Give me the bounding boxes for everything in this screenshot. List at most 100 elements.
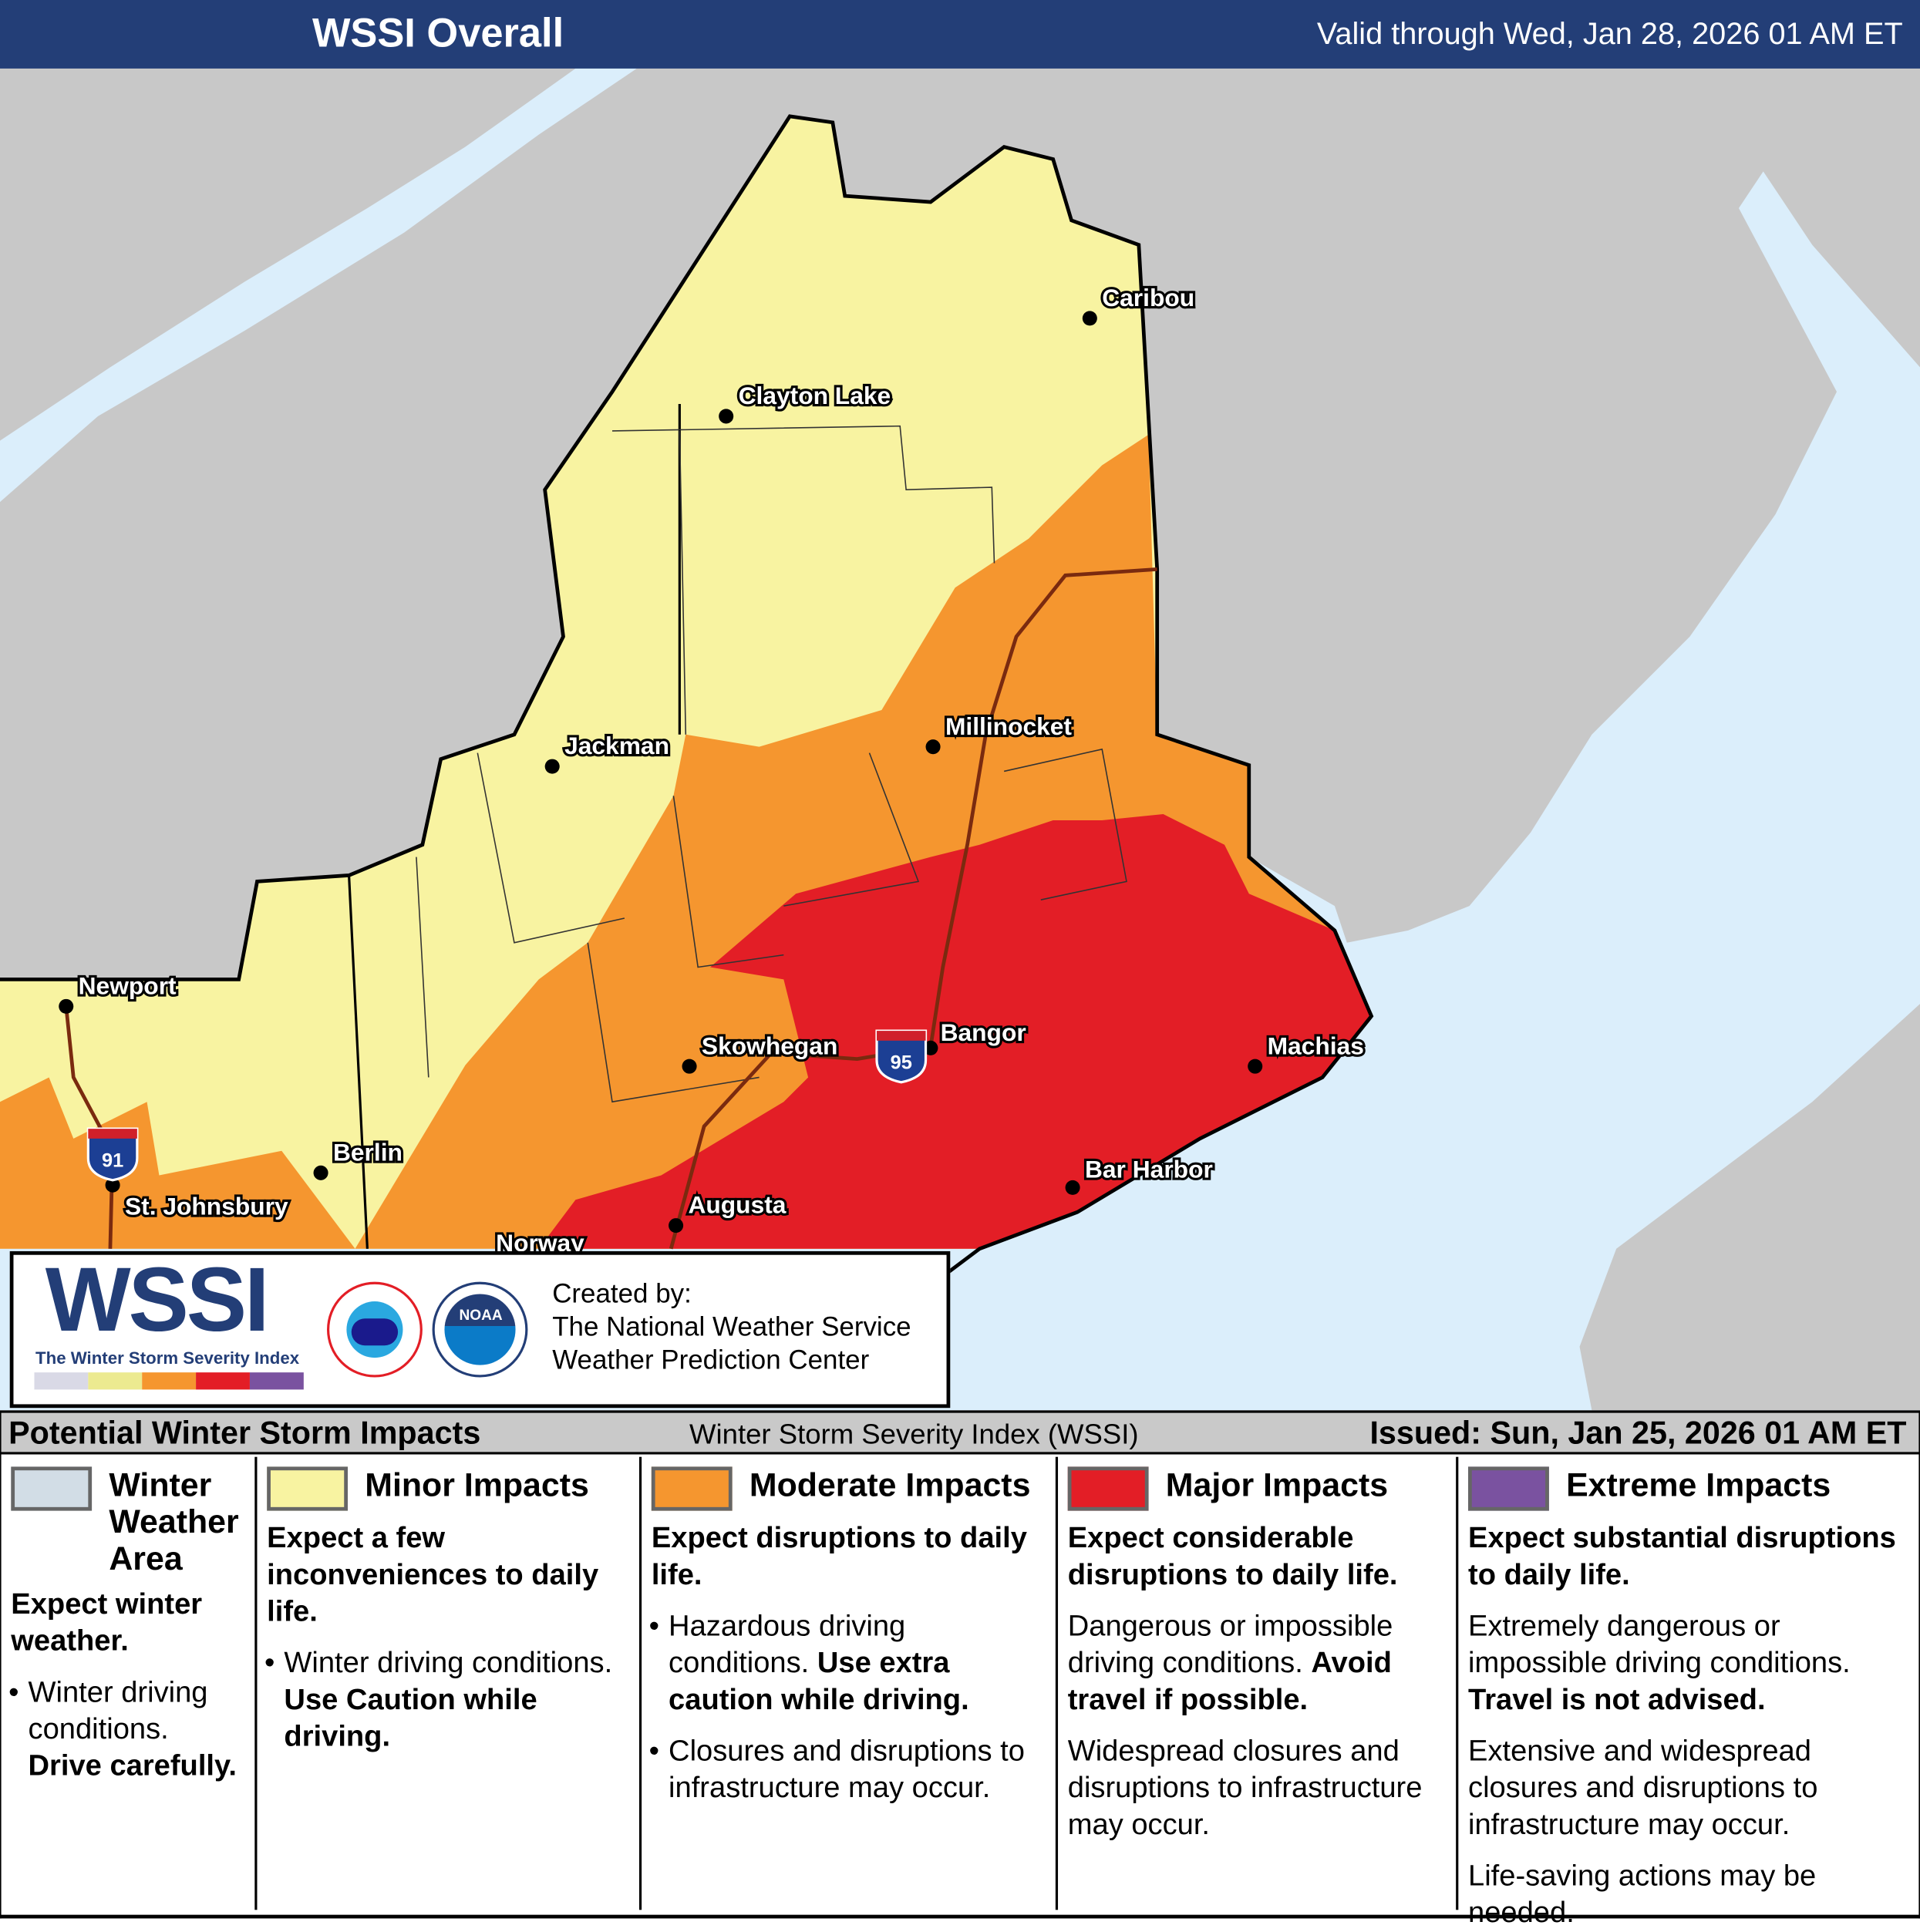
legend-column-major-impacts: Major Impacts Expect considerable disrupt… [1055, 1456, 1456, 1910]
valid-through: Valid through Wed, Jan 28, 2026 01 AM ET [1316, 17, 1903, 52]
city-dot [719, 409, 734, 424]
wssi-logo-subtitle: The Winter Storm Severity Index [35, 1348, 300, 1368]
legend-item-text: Travel is not advised. [1468, 1683, 1766, 1717]
legend-category-title: Moderate Impacts [749, 1466, 1031, 1504]
city-machias: Machias [1248, 1029, 1366, 1074]
city-label: Bangor [941, 1018, 1026, 1046]
legend-column-extreme-impacts: Extreme Impacts Expect substantial disrup… [1456, 1456, 1918, 1930]
legend-item: Widespread closures and disruptions to i… [1068, 1734, 1449, 1844]
city-st-johnsbury: St. Johnsbury [105, 1177, 291, 1222]
legend-item-text: Hazardous driving conditions. [669, 1610, 906, 1680]
legend-swatch [1468, 1466, 1549, 1511]
city-berlin: Berlin [313, 1136, 405, 1180]
city-clayton-lake: Clayton Lake [719, 379, 893, 424]
city-label: Berlin [333, 1138, 403, 1166]
legend-item: Extremely dangerous or impossible drivin… [1468, 1609, 1912, 1719]
legend-item-text: Winter driving conditions. [284, 1646, 613, 1680]
city-dot [544, 759, 560, 774]
city-label: Caribou [1102, 284, 1194, 311]
legend-item: Winter driving conditions. Drive careful… [8, 1675, 247, 1785]
legend-column-winter-weather-area: Winter Weather Area Expect winter weather… [2, 1457, 255, 1910]
map: Caribou Clayton Lake Jackman Millinocket New… [0, 68, 1920, 1411]
legend-item: Winter driving conditions. Use Caution w… [264, 1645, 632, 1755]
interstate-95-shield: 95 [875, 1029, 928, 1084]
legend-headline: Expect winter weather. [11, 1587, 203, 1658]
legend-item-text: Dangerous or impossible driving conditio… [1067, 1610, 1393, 1680]
legend-category-title: Major Impacts [1165, 1466, 1389, 1504]
city-dot [925, 739, 941, 755]
interstate-95-route [669, 567, 1157, 1250]
legend-item: Life-saving actions may be needed. [1468, 1859, 1912, 1932]
legend-item: Hazardous driving conditions. Use extra … [649, 1609, 1049, 1719]
city-newport: Newport [59, 969, 179, 1014]
county-lines [416, 425, 1127, 1103]
city-caribou: Caribou [1082, 281, 1197, 326]
city-dot [1082, 311, 1097, 326]
city-markers: Caribou Clayton Lake Jackman Millinocket New… [59, 281, 1366, 1259]
city-bar-harbor: Bar Harbor [1065, 1153, 1215, 1195]
legend-column-moderate-impacts: Moderate Impacts Expect disruptions to da… [638, 1456, 1056, 1910]
legend-index-name: Winter Storm Severity Index (WSSI) [689, 1417, 1139, 1450]
legend-headline: Expect substantial disruptions to daily … [1468, 1521, 1896, 1592]
legend-item-text: Use Caution while driving. [284, 1683, 537, 1754]
city-dot [1065, 1180, 1080, 1195]
city-dot [669, 1218, 684, 1234]
legend-item-text: Extremely dangerous or impossible drivin… [1468, 1610, 1851, 1680]
legend-swatch [651, 1466, 733, 1511]
page-title: WSSI Overall [312, 9, 564, 56]
legend-item-text: Life-saving actions may be needed. [1468, 1860, 1817, 1930]
map-svg: Caribou Clayton Lake Jackman Millinocket New… [0, 68, 1920, 1411]
city-millinocket: Millinocket [925, 710, 1075, 755]
interstate-91-shield: 91 [86, 1127, 139, 1182]
legend-item: Dangerous or impossible driving conditio… [1068, 1609, 1449, 1719]
city-label: Machias [1268, 1032, 1364, 1059]
legend-headline: Expect considerable disruptions to daily… [1067, 1521, 1398, 1592]
credit-nws: The National Weather Service [552, 1311, 911, 1342]
legend-item-text: Winter driving conditions. [28, 1675, 208, 1746]
city-label: Newport [79, 971, 177, 999]
wssi-color-bar [34, 1372, 304, 1390]
credits-box: WSSI The Winter Storm Severity Index NOA… [9, 1250, 951, 1409]
legend-title: Potential Winter Storm Impacts [8, 1414, 481, 1451]
city-dot [313, 1165, 328, 1180]
legend-header: Potential Winter Storm Impacts Winter St… [0, 1410, 1920, 1455]
city-label: Skowhegan [702, 1032, 837, 1059]
interstate-91-label: 91 [102, 1149, 123, 1171]
city-label: Augusta [688, 1191, 786, 1219]
legend-swatch [267, 1466, 348, 1511]
header-bar: WSSI Overall Valid through Wed, Jan 28, … [0, 0, 1920, 69]
city-dot [682, 1059, 697, 1074]
legend-item-text: Avoid travel if possible. [1067, 1646, 1392, 1717]
legend-item-text: Extensive and widespread closures and di… [1468, 1735, 1818, 1842]
canada-land [0, 68, 1920, 980]
legend-item-text: Closures and disruptions to infrastructu… [669, 1735, 1025, 1805]
legend-column-minor-impacts: Minor Impacts Expect a few inconveniences… [254, 1456, 639, 1910]
major-impacts-area [538, 814, 1372, 1249]
legend-headline: Expect a few inconveniences to daily lif… [267, 1521, 599, 1629]
legend-item: Extensive and widespread closures and di… [1468, 1734, 1912, 1844]
city-skowhegan: Skowhegan [682, 1029, 840, 1074]
interstate-91-route [64, 1006, 115, 1249]
issued-date: Issued: Sun, Jan 25, 2026 01 AM ET [1369, 1414, 1907, 1451]
legend-category-title: Extreme Impacts [1566, 1466, 1831, 1504]
interstate-95-label: 95 [891, 1052, 912, 1073]
nova-scotia-land [1579, 1004, 1920, 1411]
created-by-label: Created by: [552, 1277, 692, 1309]
city-dot [105, 1177, 120, 1193]
city-bangor: Bangor [923, 1016, 1029, 1055]
legend-category-title: Minor Impacts [365, 1466, 589, 1504]
us-border [0, 114, 1374, 1287]
city-label: Millinocket [945, 712, 1072, 740]
city-augusta: Augusta [669, 1189, 789, 1234]
legend-headline: Expect disruptions to daily life. [651, 1521, 1027, 1592]
st-lawrence-river [0, 68, 637, 503]
credit-wpc: Weather Prediction Center [552, 1344, 870, 1375]
credits-text: Created by: The National Weather Service… [552, 1277, 911, 1376]
noaa-logo: NOAA [432, 1281, 528, 1378]
legend-swatch [1067, 1466, 1149, 1511]
city-label: Clayton Lake [739, 382, 891, 409]
legend-item-text: Use extra caution while driving. [669, 1646, 969, 1717]
city-dot [1248, 1059, 1263, 1074]
legend-item: Closures and disruptions to infrastructu… [649, 1734, 1049, 1807]
